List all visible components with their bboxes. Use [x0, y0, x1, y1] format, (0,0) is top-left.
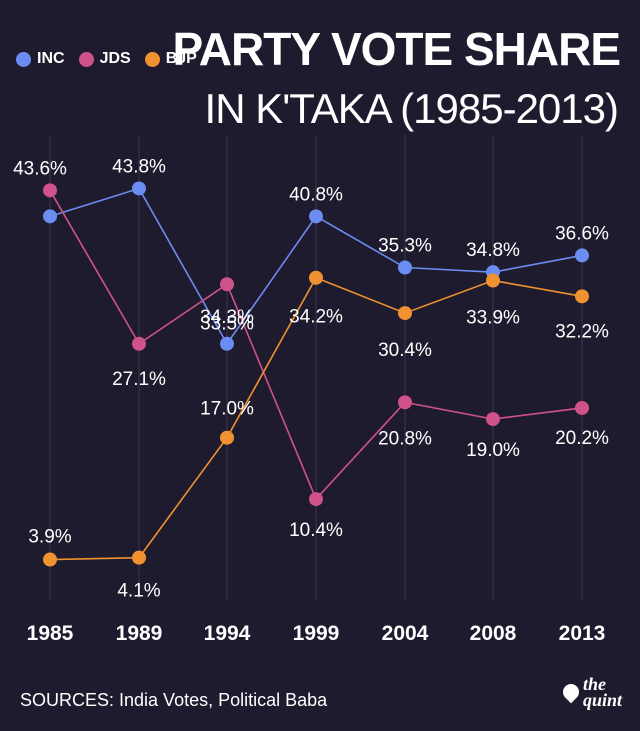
data-label-bjp-2013: 32.2%	[555, 321, 609, 342]
x-tick-label-1985: 1985	[27, 622, 74, 645]
legend-label-jds: JDS	[99, 50, 131, 67]
point-jds-1994	[220, 277, 234, 292]
legend-item-bjp: BJP	[144, 50, 197, 68]
data-label-jds-1989: 27.1%	[112, 369, 166, 390]
quint-logo-icon	[559, 680, 583, 704]
data-label-bjp-1989: 4.1%	[117, 581, 160, 602]
data-label-jds-2008: 19.0%	[466, 440, 520, 461]
point-inc-1985	[43, 209, 57, 224]
legend-dot-jds	[78, 51, 94, 67]
data-label-jds-2013: 20.2%	[555, 428, 609, 449]
point-jds-1999	[309, 492, 323, 507]
sources-text: SOURCES: India Votes, Political Baba	[20, 690, 328, 710]
x-tick-label-1994: 1994	[204, 622, 251, 645]
x-tick-label-2013: 2013	[559, 622, 606, 645]
x-tick-label-1989: 1989	[116, 622, 163, 645]
point-inc-2013	[575, 248, 589, 263]
legend-label-bjp: BJP	[165, 50, 197, 67]
point-bjp-1994	[220, 430, 234, 445]
data-label-jds-2004: 20.8%	[378, 428, 432, 449]
point-bjp-1989	[132, 550, 146, 565]
data-label-jds-1994: 33.5%	[200, 313, 254, 334]
legend-label-inc: INC	[37, 50, 65, 67]
legend-item-jds: JDS	[78, 50, 131, 68]
legend: INC JDS BJP	[16, 50, 197, 68]
point-bjp-1985	[43, 552, 57, 567]
data-label-inc-2008: 34.8%	[466, 240, 520, 261]
chart-subtitle: IN K'TAKA (1985-2013)	[204, 85, 619, 132]
data-label-bjp-1999: 34.2%	[289, 307, 343, 328]
data-label-inc-2004: 35.3%	[378, 236, 432, 257]
logo-line-the: the	[582, 674, 606, 694]
legend-dot-inc	[16, 51, 31, 67]
point-jds-2008	[486, 412, 500, 427]
x-tick-label-1999: 1999	[293, 622, 340, 645]
point-bjp-2008	[486, 273, 500, 288]
data-label-bjp-1985: 3.9%	[28, 527, 71, 548]
legend-item-inc: INC	[16, 50, 65, 68]
point-jds-2013	[575, 400, 589, 415]
point-inc-2004	[398, 260, 412, 275]
data-label-bjp-1994: 17.0%	[200, 399, 254, 420]
logo-line-quint: quint	[582, 690, 622, 711]
point-inc-1989	[132, 181, 146, 196]
point-bjp-1999	[309, 270, 323, 285]
data-label-bjp-2004: 30.4%	[378, 340, 432, 361]
point-inc-1999	[309, 209, 323, 224]
x-tick-label-2004: 2004	[382, 622, 429, 645]
data-label-bjp-2008: 33.9%	[466, 308, 520, 329]
point-jds-1989	[132, 336, 146, 351]
point-jds-2004	[398, 395, 412, 410]
x-tick-label-2008: 2008	[470, 622, 517, 645]
data-label-jds-1999: 10.4%	[289, 520, 343, 541]
quint-logo: the quint	[559, 674, 622, 711]
point-bjp-2004	[398, 306, 412, 321]
quint-logo-text: the quint	[582, 674, 622, 711]
data-label-inc-1994: 34.3%	[200, 307, 254, 328]
data-label-inc-2013: 36.6%	[555, 223, 609, 244]
data-label-jds-1985: 43.6%	[13, 158, 67, 179]
legend-dot-bjp	[144, 51, 160, 67]
point-jds-1985	[43, 183, 57, 198]
data-label-inc-1989: 43.8%	[112, 156, 166, 177]
chart-title: PARTY VOTE SHARE	[172, 23, 621, 75]
point-inc-1994	[220, 336, 234, 351]
data-label-inc-1999: 40.8%	[289, 184, 343, 205]
point-bjp-2013	[575, 289, 589, 304]
